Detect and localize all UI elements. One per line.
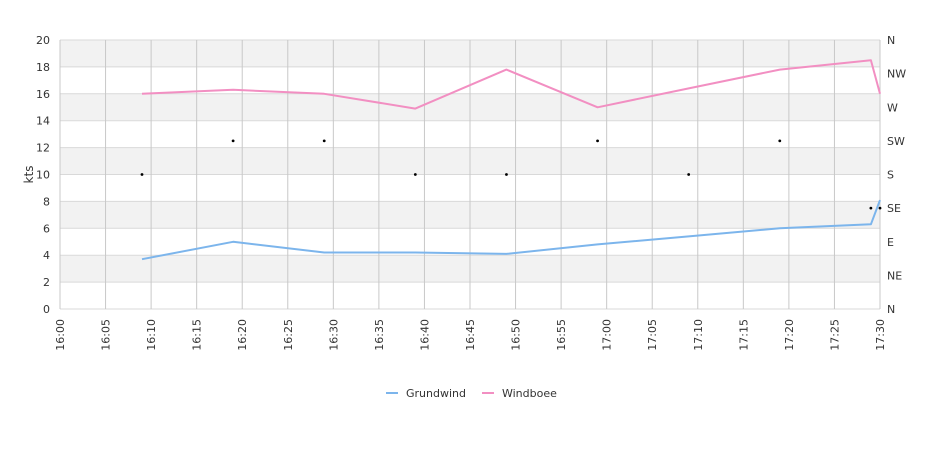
x-tick-label: 16:40: [418, 319, 431, 351]
x-tick-label: 16:10: [145, 319, 158, 351]
direction-tick-label: NE: [887, 269, 902, 282]
x-tick-label: 17:10: [692, 319, 705, 351]
x-tick-label: 17:25: [828, 319, 841, 351]
direction-marker: [878, 206, 882, 210]
direction-marker: [231, 139, 235, 143]
direction-marker: [413, 173, 417, 176]
direction-markers: [140, 139, 882, 210]
direction-marker: [869, 206, 873, 210]
x-tick-label: 16:05: [100, 319, 113, 351]
x-tick-label: 17:05: [646, 319, 659, 351]
y-tick-label: 8: [43, 195, 50, 208]
x-tick-label: 16:15: [191, 319, 204, 351]
x-tick-label: 17:15: [737, 319, 750, 351]
y-tick-label: 20: [36, 34, 50, 47]
vertical-gridlines: [59, 40, 881, 309]
y-tick-label: 14: [36, 115, 50, 128]
x-tick-label: 16:00: [54, 319, 67, 351]
direction-axis-ticks: N NE E SE S SW W NW N: [887, 34, 906, 316]
direction-marker: [322, 139, 326, 143]
series-line-grundwind: [141, 199, 881, 261]
direction-tick-label: W: [887, 101, 898, 114]
x-tick-label: 17:30: [874, 319, 887, 351]
direction-marker: [778, 139, 782, 143]
x-tick-label: 16:30: [327, 319, 340, 351]
direction-tick-label: E: [887, 236, 894, 249]
direction-marker: [140, 173, 144, 176]
direction-tick-label: N: [887, 34, 895, 47]
x-tick-label: 16:35: [373, 319, 386, 351]
series-line-windboee: [141, 59, 881, 110]
legend: Grundwind Windboee: [386, 387, 557, 400]
y-tick-label: 0: [43, 303, 50, 316]
y-axis-ticks: 0 2 4 6 8 10 12 14 16 18 20: [36, 34, 50, 316]
direction-tick-label: SW: [887, 135, 905, 148]
direction-marker: [687, 173, 691, 176]
direction-marker: [505, 173, 508, 176]
direction-tick-label: N: [887, 303, 895, 316]
direction-tick-label: NW: [887, 68, 906, 81]
x-tick-label: 16:55: [555, 319, 568, 351]
direction-marker: [596, 139, 599, 143]
y-tick-label: 12: [36, 142, 50, 155]
y-tick-label: 16: [36, 88, 50, 101]
y-tick-label: 10: [36, 169, 50, 182]
x-tick-label: 16:45: [464, 319, 477, 351]
x-tick-label: 16:50: [510, 319, 523, 351]
x-axis-ticks: 16:00 16:05 16:10 16:15 16:20 16:25 16:30 16:35…: [54, 319, 887, 351]
y-tick-label: 2: [43, 276, 50, 289]
y-axis-label: kts: [22, 166, 36, 184]
x-tick-label: 17:20: [783, 319, 796, 351]
legend-label: Grundwind: [406, 387, 466, 400]
x-tick-label: 17:00: [601, 319, 614, 351]
series-lines: [141, 59, 881, 261]
legend-label: Windboee: [502, 387, 557, 400]
y-tick-label: 18: [36, 61, 50, 74]
x-tick-label: 16:25: [282, 319, 295, 351]
direction-tick-label: S: [887, 169, 894, 182]
x-tick-label: 16:20: [236, 319, 249, 351]
direction-tick-label: SE: [887, 202, 901, 215]
y-tick-label: 6: [43, 222, 50, 235]
y-tick-label: 4: [43, 249, 50, 262]
